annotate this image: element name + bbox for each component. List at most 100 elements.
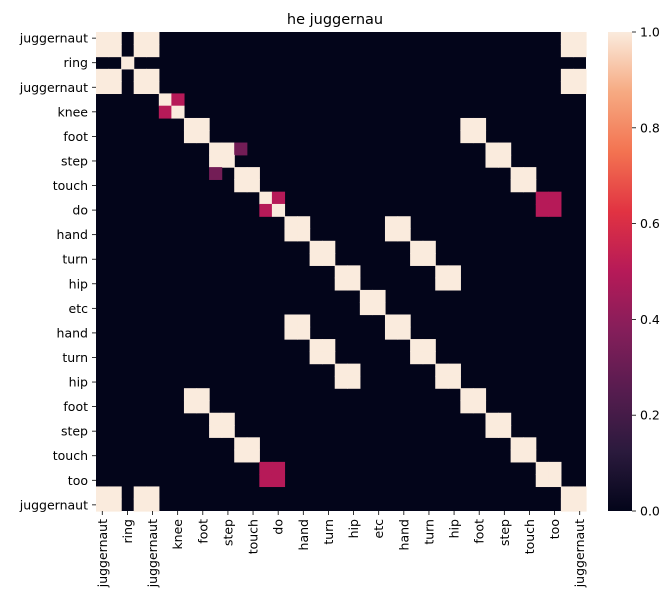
y-tick-label: juggernaut: [19, 31, 88, 46]
heatmap-cell: [573, 486, 587, 500]
heatmap-cell: [297, 216, 311, 230]
x-tick-label: juggernaut: [145, 519, 160, 588]
y-tick-label: foot: [63, 399, 88, 414]
heatmap-cell: [573, 32, 587, 45]
heatmap-cell: [523, 167, 537, 180]
heatmap-cell: [334, 277, 348, 291]
heatmap-cell: [246, 167, 260, 180]
x-tick-label: juggernaut: [572, 519, 587, 588]
heatmap-cell: [121, 56, 135, 70]
heatmap-cell: [573, 81, 587, 95]
heatmap-cell: [221, 425, 235, 438]
heatmap-cell: [435, 363, 449, 377]
heatmap-cell: [133, 81, 147, 95]
heatmap-cell: [259, 461, 273, 475]
heatmap-cell: [523, 437, 537, 451]
heatmap-cell: [96, 32, 110, 45]
heatmap-cell: [209, 425, 223, 438]
heatmap-cell: [259, 203, 273, 217]
heatmap-cell: [510, 437, 524, 451]
heatmap-cell: [334, 375, 348, 389]
x-tick-label: juggernaut: [95, 519, 110, 588]
x-tick-label: foot: [195, 519, 210, 544]
heatmap-cell: [435, 277, 449, 291]
heatmap-cell: [221, 142, 235, 156]
heatmap-cell: [397, 216, 411, 230]
heatmap-cell: [108, 486, 122, 500]
heatmap-cell: [259, 191, 273, 205]
heatmap-cell: [309, 351, 323, 365]
heatmap-cell: [472, 388, 487, 402]
heatmap-cell: [196, 388, 210, 402]
heatmap-cell: [96, 44, 110, 58]
heatmap-cell: [460, 117, 474, 131]
heatmap-cell: [460, 130, 474, 144]
heatmap-cell: [108, 498, 122, 512]
heatmap-cell: [96, 68, 110, 82]
heatmap-cell: [322, 240, 336, 254]
heatmap-cell: [523, 179, 537, 193]
heatmap-cell: [535, 461, 549, 475]
heatmap-cell: [196, 117, 210, 131]
heatmap-cell: [560, 81, 575, 95]
heatmap-cell: [573, 44, 587, 58]
heatmap-cell: [334, 265, 348, 279]
x-tick-label: step: [497, 519, 512, 546]
heatmap-cell: [146, 68, 160, 82]
heatmap-cell: [234, 142, 248, 156]
heatmap-cell: [485, 142, 499, 156]
y-tick-label: juggernaut: [19, 80, 88, 95]
y-tick-label: hip: [69, 375, 88, 390]
heatmap-cell: [271, 203, 286, 217]
heatmap-cell: [284, 228, 298, 242]
heatmap-cell: [422, 240, 436, 254]
heatmap-cell: [183, 388, 198, 402]
y-tick-label: turn: [62, 350, 88, 365]
heatmap-cell: [384, 228, 399, 242]
heatmap-cell: [447, 375, 461, 389]
heatmap-cell: [535, 191, 549, 205]
heatmap-cell: [183, 130, 198, 144]
heatmap-cell: [322, 351, 336, 365]
heatmap-cell: [108, 68, 122, 82]
heatmap-cell: [460, 388, 474, 402]
heatmap-cell: [158, 93, 172, 107]
y-tick-label: ring: [64, 55, 88, 70]
heatmap-cell: [271, 474, 286, 488]
x-tick-labels: juggernaut ring juggernaut knee foot step touc…: [95, 511, 587, 588]
chart-title: he juggernau: [287, 12, 383, 28]
heatmap-cell: [271, 461, 286, 475]
heatmap-cell: [435, 375, 449, 389]
heatmap-cell: [435, 265, 449, 279]
y-tick-label: foot: [63, 129, 88, 144]
x-tick-label: turn: [421, 519, 436, 545]
x-tick-label: hand: [296, 519, 311, 550]
heatmap-cell: [284, 314, 298, 328]
heatmap-cell: [234, 167, 248, 180]
heatmap-cell: [498, 412, 512, 426]
heatmap-cell: [472, 117, 487, 131]
heatmap-cell: [271, 191, 286, 205]
heatmap-cell: [472, 130, 487, 144]
heatmap-cell: [372, 302, 386, 316]
x-tick-label: too: [547, 519, 562, 539]
y-tick-label: step: [61, 424, 88, 439]
heatmap-cell: [209, 167, 223, 180]
x-tick-label: do: [271, 519, 286, 535]
y-tick-labels: juggernaut ring juggernaut knee foot step touc…: [19, 31, 96, 512]
heatmap-cell: [410, 351, 424, 365]
heatmap-cell: [548, 203, 562, 217]
heatmap-cell: [297, 314, 311, 328]
heatmap-cell: [359, 289, 374, 303]
heatmap-cell: [158, 105, 172, 119]
y-tick-label: touch: [53, 448, 88, 463]
heatmap-cell: [410, 253, 424, 266]
heatmap-cell: [573, 498, 587, 512]
y-tick-label: step: [61, 153, 88, 168]
x-tick-label: hip: [447, 519, 462, 538]
heatmap-cell: [560, 32, 575, 45]
y-tick-label: knee: [57, 104, 88, 119]
heatmap-cell: [284, 216, 298, 230]
y-tick-label: hand: [57, 227, 88, 242]
heatmap-cells: [96, 32, 587, 512]
